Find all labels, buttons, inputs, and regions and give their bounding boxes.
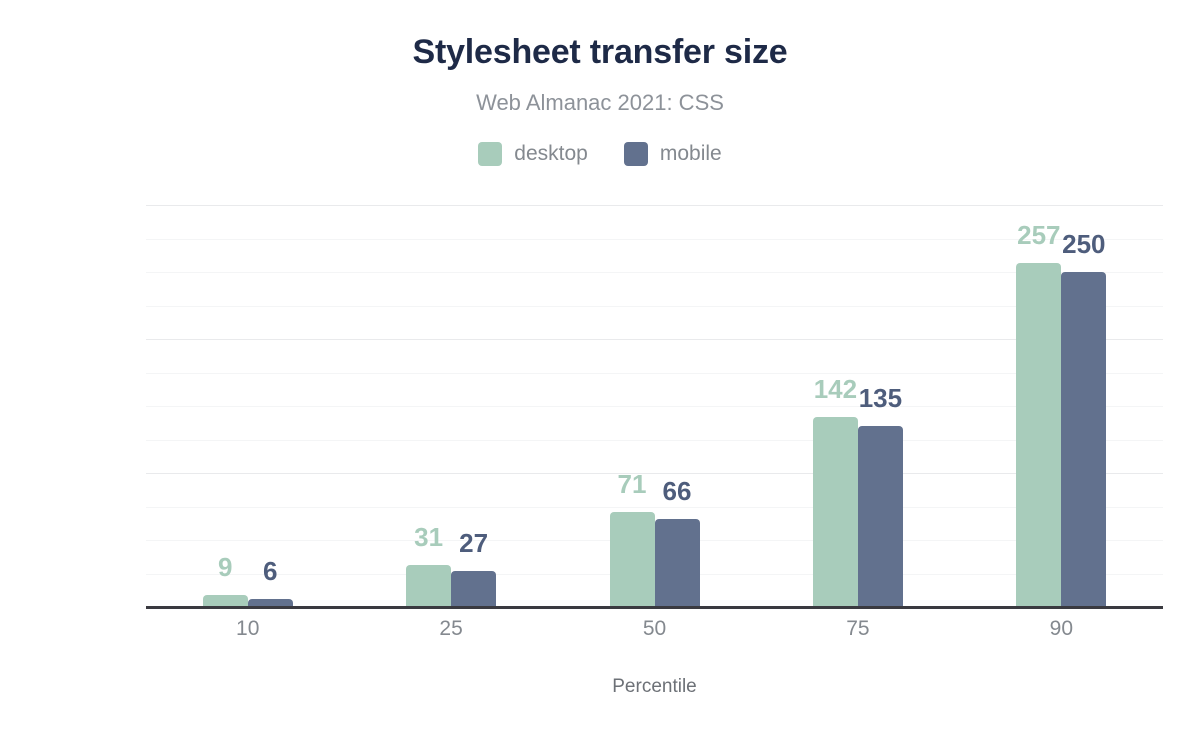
bar-groups: 9 6 31 27 71 66 142 135 257 250	[146, 205, 1163, 607]
bar-mobile-10[interactable]	[247, 598, 293, 607]
gridline-minor	[146, 305, 1163, 307]
x-axis-title: Percentile	[612, 676, 697, 697]
legend-swatch-desktop	[478, 142, 503, 166]
bar-value-label-desktop-75: 142	[813, 373, 858, 404]
bar-group: 257 250	[960, 205, 1163, 607]
legend-label-mobile: mobile	[659, 142, 722, 165]
legend-item-desktop[interactable]: desktop	[478, 142, 588, 166]
chart-subtitle: Web Almanac 2021: CSS	[476, 90, 724, 115]
bar-slot-mobile: 135	[857, 205, 903, 607]
gridline-minor	[146, 372, 1163, 374]
legend-swatch-mobile	[623, 142, 648, 166]
bar-value-label-desktop-90: 257	[1017, 219, 1061, 250]
x-tick-label: 75	[846, 617, 870, 640]
legend-label-desktop: desktop	[514, 142, 588, 165]
bar-group: 31 27	[349, 205, 552, 607]
bar-slot-desktop: 9	[202, 205, 248, 607]
bar-desktop-25[interactable]	[406, 565, 452, 607]
bar-mobile-90[interactable]	[1061, 272, 1107, 607]
legend-item-mobile[interactable]: mobile	[623, 142, 722, 166]
bar-slot-mobile: 250	[1061, 205, 1107, 607]
bar-group: 71 66	[553, 205, 756, 607]
bar-slot-mobile: 27	[451, 205, 497, 607]
gridline-minor	[146, 406, 1163, 407]
x-tick-label: 90	[1049, 617, 1073, 640]
gridline-minor	[146, 272, 1163, 273]
x-tick-label: 10	[236, 617, 260, 640]
chart-legend: desktop mobile	[0, 142, 1200, 166]
bar-value-label-desktop-50: 71	[617, 468, 647, 499]
gridline-minor	[146, 439, 1163, 441]
bar-value-label-mobile-50: 66	[662, 475, 692, 506]
gridline-major	[146, 473, 1163, 474]
x-tick-label: 25	[439, 617, 463, 640]
gridline-minor	[146, 238, 1163, 240]
bar-mobile-50[interactable]	[654, 518, 700, 607]
bar-mobile-75[interactable]	[857, 426, 903, 607]
gridline-major	[146, 339, 1163, 340]
bar-value-label-mobile-10: 6	[262, 555, 278, 586]
bar-slot-desktop: 31	[406, 205, 452, 607]
gridline-major	[146, 205, 1163, 206]
bar-slot-desktop: 257	[1016, 205, 1062, 607]
bar-desktop-10[interactable]	[202, 594, 248, 607]
gridline-minor	[146, 506, 1163, 508]
bar-value-label-mobile-25: 27	[459, 527, 489, 558]
bar-value-label-desktop-25: 31	[414, 522, 444, 553]
bar-slot-mobile: 66	[654, 205, 700, 607]
x-tick-label: 50	[642, 617, 667, 640]
bar-desktop-90[interactable]	[1016, 262, 1062, 607]
bar-mobile-25[interactable]	[451, 570, 497, 607]
x-axis-line	[146, 606, 1163, 609]
bar-value-label-desktop-10: 9	[217, 551, 233, 582]
bar-group: 142 135	[756, 205, 959, 607]
bar-slot-desktop: 71	[609, 205, 655, 607]
bar-desktop-75[interactable]	[812, 416, 858, 607]
bar-slot-desktop: 142	[812, 205, 858, 607]
bar-value-label-mobile-75: 135	[858, 383, 903, 414]
x-axis-ticks: 10 25 50 75 90	[146, 617, 1163, 641]
bar-desktop-50[interactable]	[609, 511, 655, 607]
bar-slot-mobile: 6	[247, 205, 293, 607]
chart-title: Stylesheet transfer size	[412, 33, 788, 71]
bar-value-label-mobile-90: 250	[1062, 229, 1106, 259]
